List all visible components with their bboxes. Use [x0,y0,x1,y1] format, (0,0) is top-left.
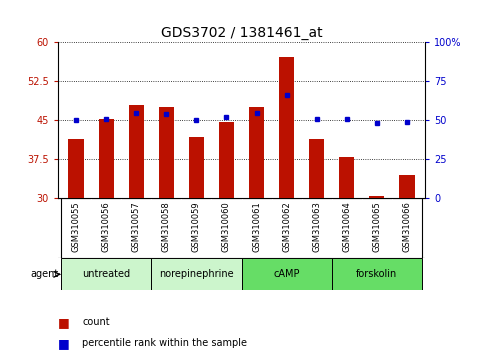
Bar [151,258,242,290]
Bar [279,57,294,198]
Text: GSM310066: GSM310066 [402,201,412,252]
Bar [332,258,422,290]
Text: percentile rank within the sample: percentile rank within the sample [82,338,247,348]
Text: GSM310059: GSM310059 [192,201,201,252]
Text: GSM310060: GSM310060 [222,201,231,252]
Bar [99,119,114,198]
Text: GSM310062: GSM310062 [282,201,291,252]
Bar [399,175,414,198]
Text: GSM310064: GSM310064 [342,201,351,252]
Bar [128,105,144,198]
Text: GSM310063: GSM310063 [312,201,321,252]
Text: norepinephrine: norepinephrine [159,269,234,279]
Bar [61,258,151,290]
Bar [219,122,234,198]
Text: agent: agent [30,269,58,279]
Bar [249,107,264,198]
Bar [159,107,174,198]
Text: cAMP: cAMP [273,269,300,279]
Bar [69,138,84,198]
Text: GSM310055: GSM310055 [71,201,81,252]
Title: GDS3702 / 1381461_at: GDS3702 / 1381461_at [161,26,322,40]
Text: GSM310057: GSM310057 [132,201,141,252]
Bar [369,196,384,198]
Text: ■: ■ [58,337,70,350]
Bar [189,137,204,198]
Text: GSM310065: GSM310065 [372,201,382,252]
Text: GSM310056: GSM310056 [101,201,111,252]
Bar [309,138,324,198]
Bar [242,258,332,290]
Text: forskolin: forskolin [356,269,398,279]
Text: GSM310061: GSM310061 [252,201,261,252]
Text: ■: ■ [58,316,70,329]
Bar [339,157,355,198]
Text: GSM310058: GSM310058 [162,201,171,252]
Text: count: count [82,317,110,327]
Text: untreated: untreated [82,269,130,279]
